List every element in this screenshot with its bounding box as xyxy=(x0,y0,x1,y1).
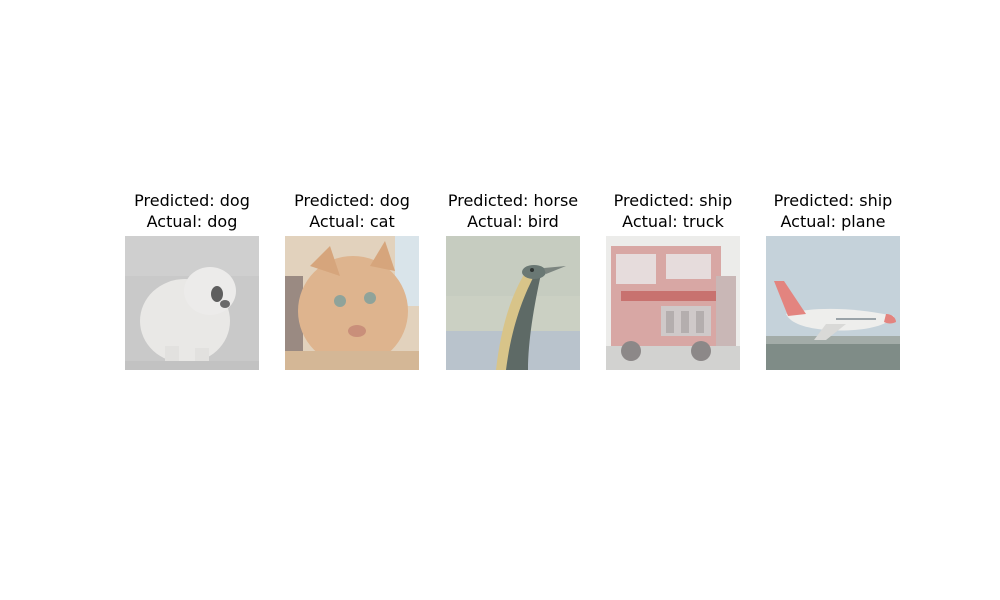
panel-caption: Predicted: ship Actual: plane xyxy=(736,190,930,232)
actual-label: Actual: truck xyxy=(622,212,724,231)
actual-label: Actual: cat xyxy=(309,212,395,231)
panel-caption: Predicted: horse Actual: bird xyxy=(416,190,610,232)
predicted-label: Predicted: horse xyxy=(447,191,579,210)
predicted-label: Predicted: ship xyxy=(613,191,733,210)
predicted-label: Predicted: ship xyxy=(773,191,893,210)
truck-thumbnail xyxy=(606,236,740,370)
bird-thumbnail xyxy=(446,236,580,370)
panel-caption: Predicted: dog Actual: cat xyxy=(255,190,449,232)
predicted-label: Predicted: dog xyxy=(294,191,410,210)
actual-label: Actual: bird xyxy=(467,212,559,231)
cat-thumbnail xyxy=(285,236,419,370)
actual-label: Actual: dog xyxy=(146,212,238,231)
plane-thumbnail xyxy=(766,236,900,370)
dog-thumbnail xyxy=(125,236,259,370)
panel-caption: Predicted: ship Actual: truck xyxy=(576,190,770,232)
predicted-label: Predicted: dog xyxy=(134,191,250,210)
actual-label: Actual: plane xyxy=(780,212,886,231)
panel-caption: Predicted: dog Actual: dog xyxy=(95,190,289,232)
